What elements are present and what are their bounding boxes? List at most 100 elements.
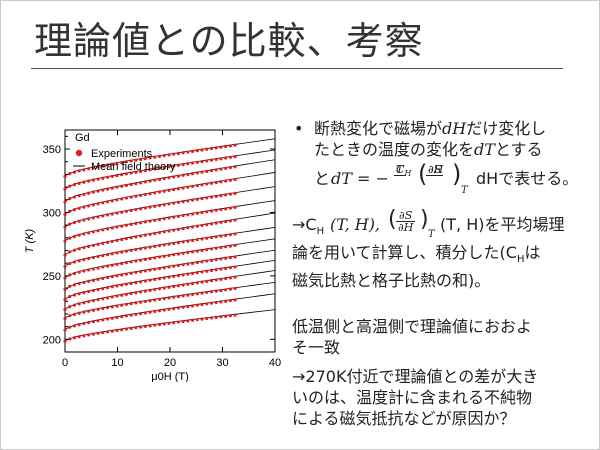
y-tick-label: 350: [43, 144, 61, 156]
experiment-point: [96, 319, 100, 323]
x-axis-label: μ0H (T): [151, 371, 189, 382]
experiment-point: [124, 302, 129, 307]
experiment-point: [143, 157, 147, 161]
experiment-point: [124, 314, 129, 318]
experiment-point: [200, 291, 204, 295]
experiment-point: [172, 152, 176, 156]
experiment-point: [162, 154, 166, 158]
experiment-point: [209, 168, 214, 173]
experiment-point: [167, 253, 171, 258]
experiment-point: [134, 158, 138, 162]
experiment-point: [139, 207, 143, 211]
experiment-point: [96, 215, 100, 219]
eq-lhs: dT = −: [331, 169, 389, 188]
experiment-point: [63, 339, 67, 343]
experiment-point: [105, 317, 110, 321]
experiment-point: [72, 260, 77, 264]
experiment-point: [195, 149, 199, 153]
experiment-point: [162, 165, 166, 170]
experiment-point: [143, 168, 147, 173]
experiment-point: [134, 312, 138, 316]
experiment-point: [233, 243, 237, 247]
experiment-point: [153, 218, 157, 222]
experiment-point: [77, 335, 81, 339]
experiment-point: [176, 252, 180, 256]
experiment-point: [209, 258, 214, 262]
eq-dH: ∂H: [428, 163, 444, 176]
experiment-point: [214, 157, 218, 162]
experiment-point: [72, 220, 77, 225]
y-axis-label: T (K): [24, 228, 36, 253]
experiment-point: [68, 197, 72, 201]
experiment-point: [134, 208, 138, 212]
experiment-point: [209, 209, 214, 213]
experiment-point: [91, 255, 95, 260]
experiment-point: [233, 143, 237, 147]
experiment-point: [153, 155, 157, 159]
experiment-point: [143, 289, 147, 293]
experiment-point: [157, 203, 162, 208]
experiment-point: [162, 276, 166, 280]
experiment-point: [157, 190, 162, 194]
experiment-point: [143, 220, 147, 224]
experiment-point: [143, 299, 147, 304]
experiment-point: [72, 324, 77, 328]
experiment-point: [72, 312, 77, 316]
experiment-point: [228, 244, 232, 248]
experiment-point: [143, 279, 147, 283]
experiment-point: [148, 288, 152, 292]
experiment-point: [172, 321, 176, 325]
experiment-point: [186, 239, 190, 243]
experiment-point: [124, 261, 129, 265]
experiment-point: [120, 210, 124, 214]
method-line3: 磁気比熱と格子比熱の和)。: [292, 271, 491, 291]
x-tick-label: 40: [269, 357, 281, 369]
experiment-point: [77, 181, 81, 185]
experiment-point: [68, 273, 72, 277]
experiment-point: [190, 184, 195, 188]
experiment-point: [87, 231, 91, 235]
experiment-point: [134, 259, 138, 263]
experiment-point: [224, 288, 228, 292]
x-tick-label: 20: [164, 357, 176, 369]
experiment-point: [63, 212, 67, 217]
experiment-point: [139, 234, 143, 238]
experiment-point: [224, 245, 228, 249]
experiment-point: [172, 241, 176, 245]
theory-line: [64, 200, 276, 241]
experiment-point: [115, 161, 119, 165]
experiment-point: [200, 280, 204, 284]
experiment-point: [148, 268, 152, 272]
experiment-point: [105, 227, 110, 231]
experiment-point: [63, 287, 67, 291]
experiment-point: [101, 286, 105, 291]
experiment-point: [148, 168, 152, 172]
experiment-point: [200, 196, 204, 201]
experiment-point: [134, 270, 138, 275]
experiment-point: [233, 298, 237, 302]
experiment-point: [96, 307, 100, 311]
experiment-point: [219, 267, 223, 271]
experiment-point: [181, 251, 185, 255]
experiment-point: [96, 254, 100, 259]
experiment-point: [115, 315, 119, 319]
experiment-point: [82, 334, 86, 338]
experiment-point: [120, 160, 124, 165]
experiment-point: [68, 261, 72, 266]
experiment-point: [190, 212, 195, 216]
experiment-point: [129, 313, 133, 317]
experiment-point: [205, 290, 209, 295]
experiment-point: [153, 244, 157, 249]
experiment-point: [91, 332, 95, 336]
experiment-point: [176, 200, 180, 204]
experiment-point: [181, 200, 185, 204]
experiment-point: [101, 276, 105, 281]
experiment-point: [195, 197, 199, 201]
experiment-point: [214, 194, 218, 198]
agreement-line1: 低温側と高温側で理論値におおよ: [292, 317, 533, 336]
experiment-point: [96, 189, 100, 193]
experiment-point: [101, 228, 105, 232]
experiment-point: [153, 277, 157, 281]
experiment-point: [91, 308, 95, 312]
experiment-point: [167, 188, 171, 192]
